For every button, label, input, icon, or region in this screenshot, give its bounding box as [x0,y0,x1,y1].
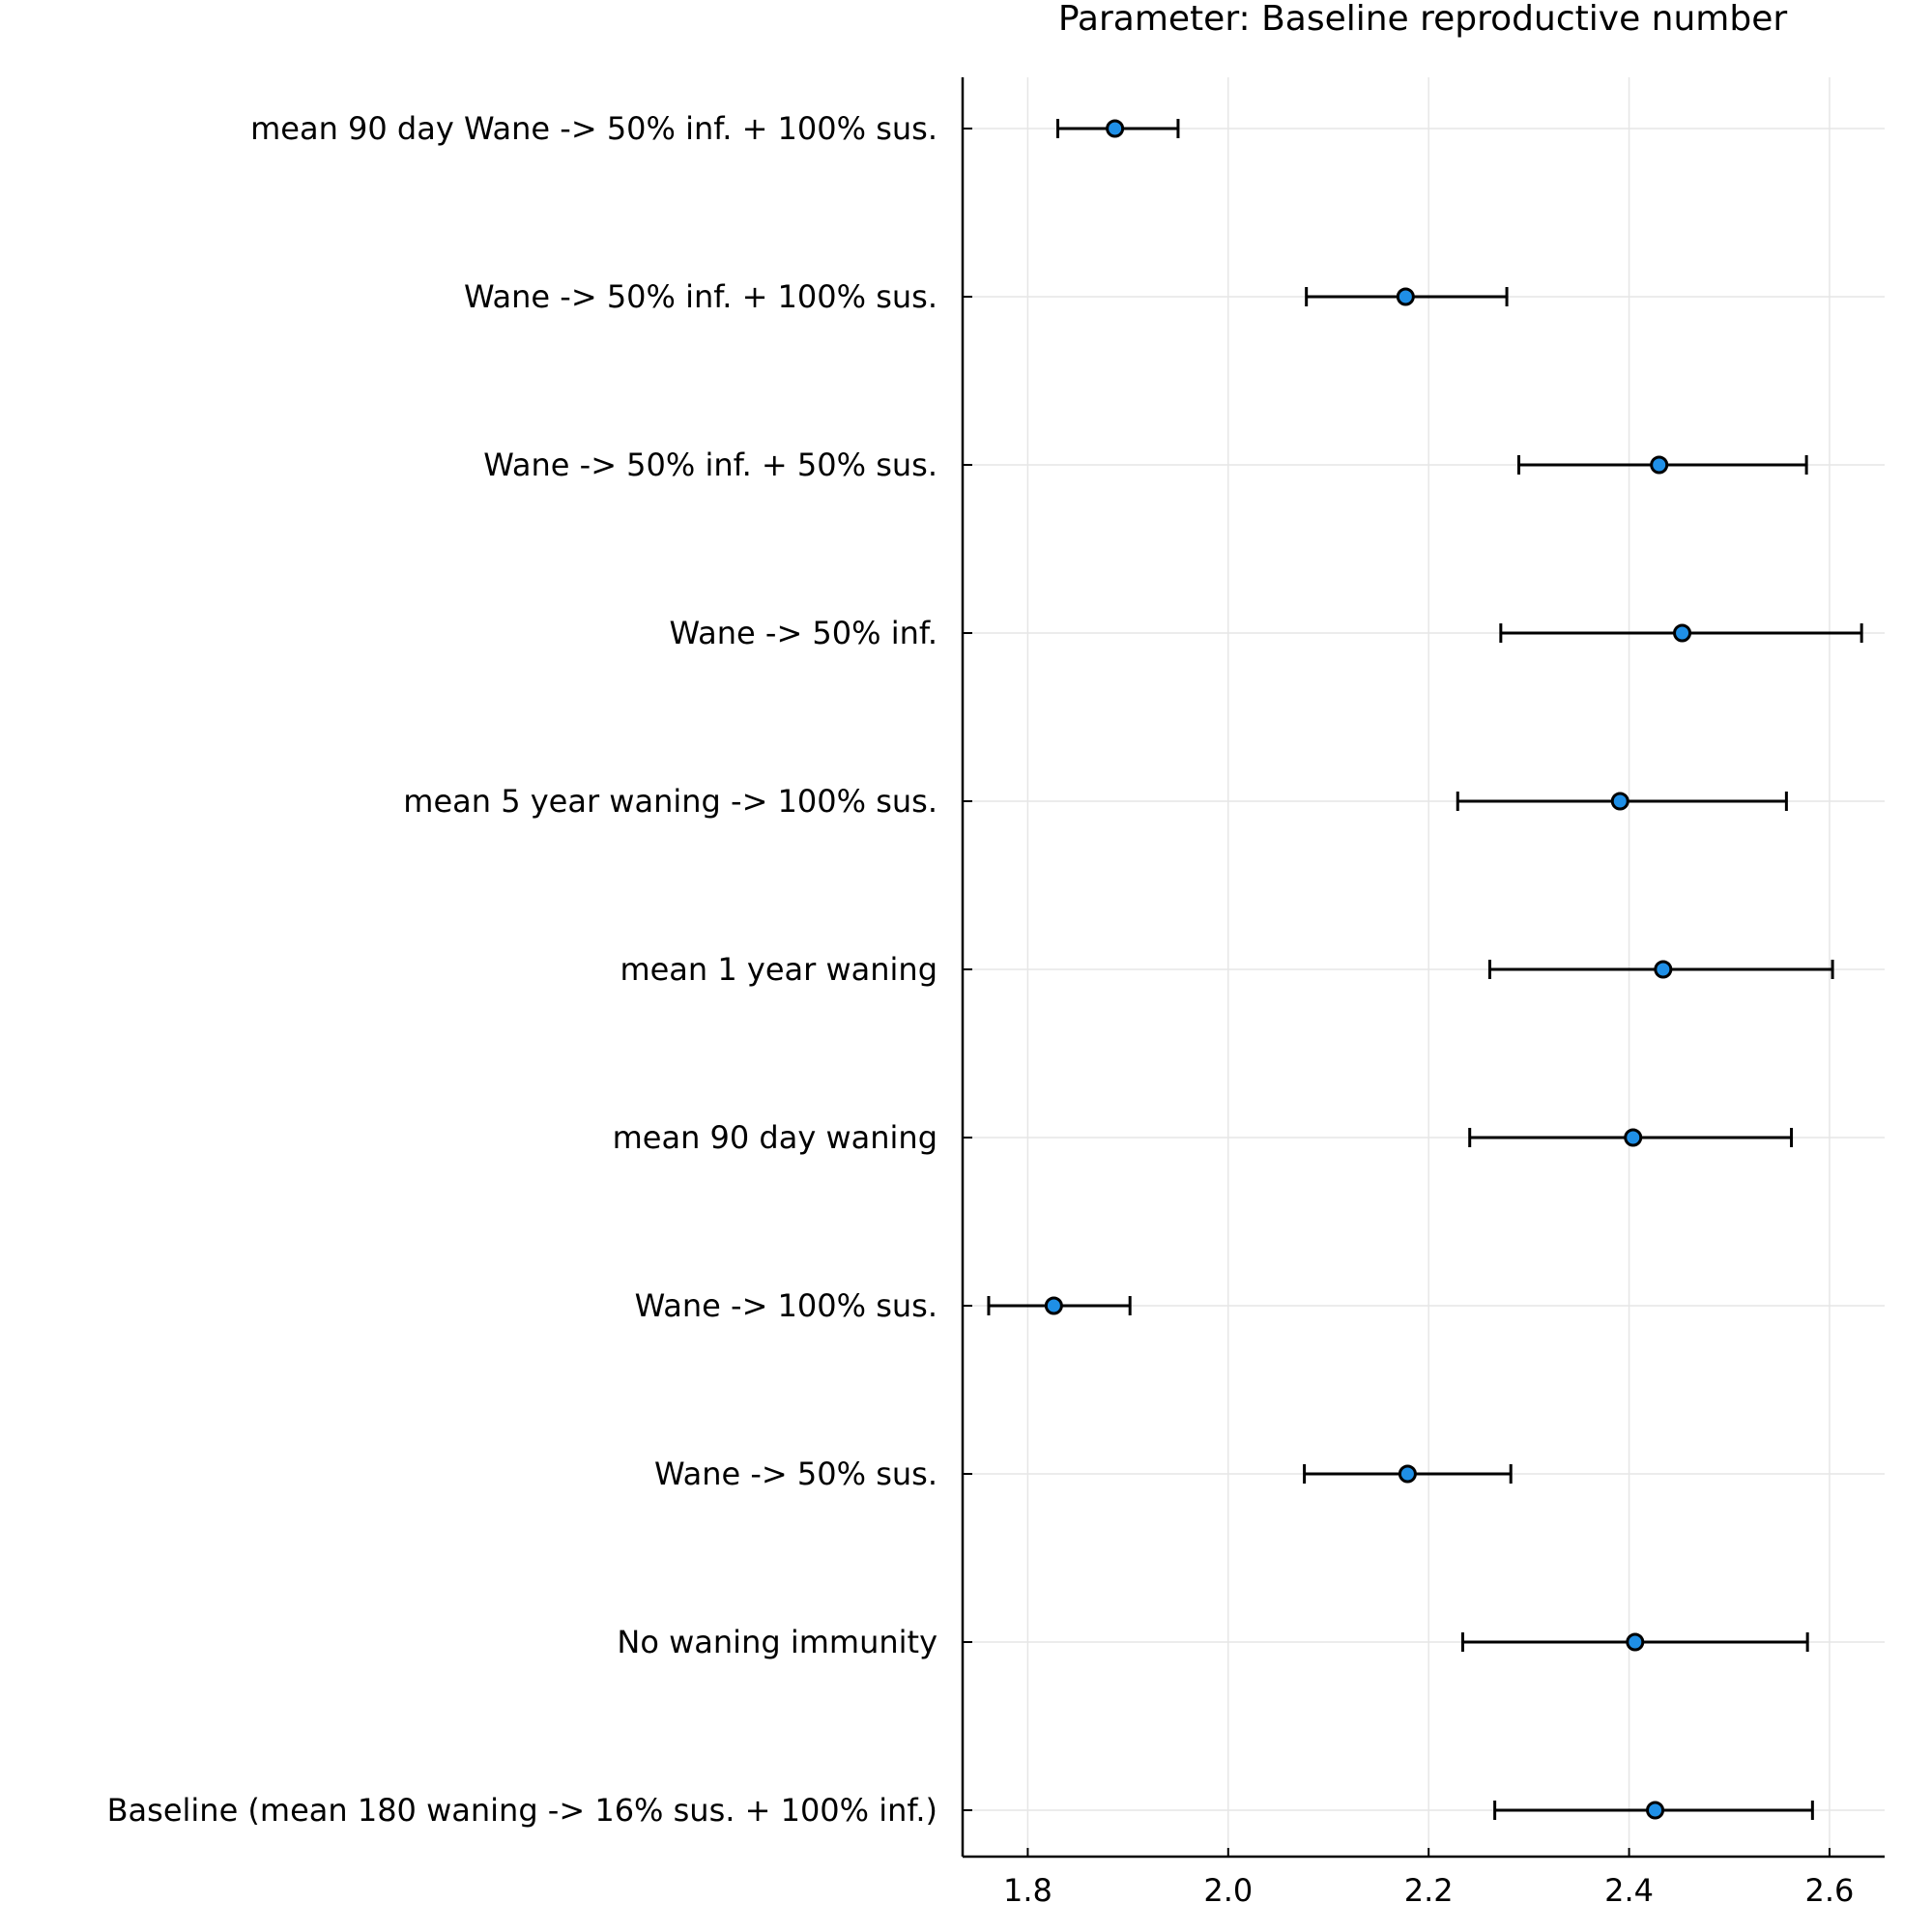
point-estimate [1654,960,1673,979]
x-tick-label: 2.4 [1604,1872,1654,1909]
chart-title: Parameter: Baseline reproductive number [1058,0,1788,39]
x-tick-label: 2.2 [1404,1872,1454,1909]
y-category-label: Wane -> 50% inf. [670,615,937,651]
y-category-label: Wane -> 50% sus. [654,1456,937,1492]
y-category-label: Baseline (mean 180 waning -> 16% sus. + … [107,1792,937,1829]
y-category-label: mean 1 year waning [620,951,937,988]
x-tick-label: 1.8 [1003,1872,1053,1909]
axes: 1.8 2.0 2.2 2.4 2.6 mean 90 day Wane -> 50% i… [107,77,1885,1909]
y-category-label: Wane -> 50% inf. + 100% sus. [464,278,937,315]
point-estimate [1624,1128,1643,1147]
x-tick-label: 2.0 [1203,1872,1253,1909]
point-estimate [1398,1464,1417,1484]
y-category-label: Wane -> 100% sus. [635,1287,937,1324]
point-estimate [1044,1296,1063,1315]
point-estimate [1396,287,1415,306]
point-estimate [1646,1801,1665,1820]
point-estimate [1610,792,1629,811]
y-category-label: Wane -> 50% inf. + 50% sus. [483,447,937,483]
point-estimate [1650,455,1669,475]
grid [963,77,1885,1857]
x-tick-label: 2.6 [1805,1872,1855,1909]
y-category-label: mean 90 day Wane -> 50% inf. + 100% sus. [250,110,937,147]
point-estimate [1626,1632,1645,1652]
y-category-label: mean 90 day waning [613,1119,937,1156]
point-estimate [1106,119,1125,138]
point-estimate [1673,623,1692,643]
y-category-label: No waning immunity [617,1624,937,1660]
y-category-label: mean 5 year waning -> 100% sus. [403,783,937,820]
data-marks [987,119,1863,1820]
